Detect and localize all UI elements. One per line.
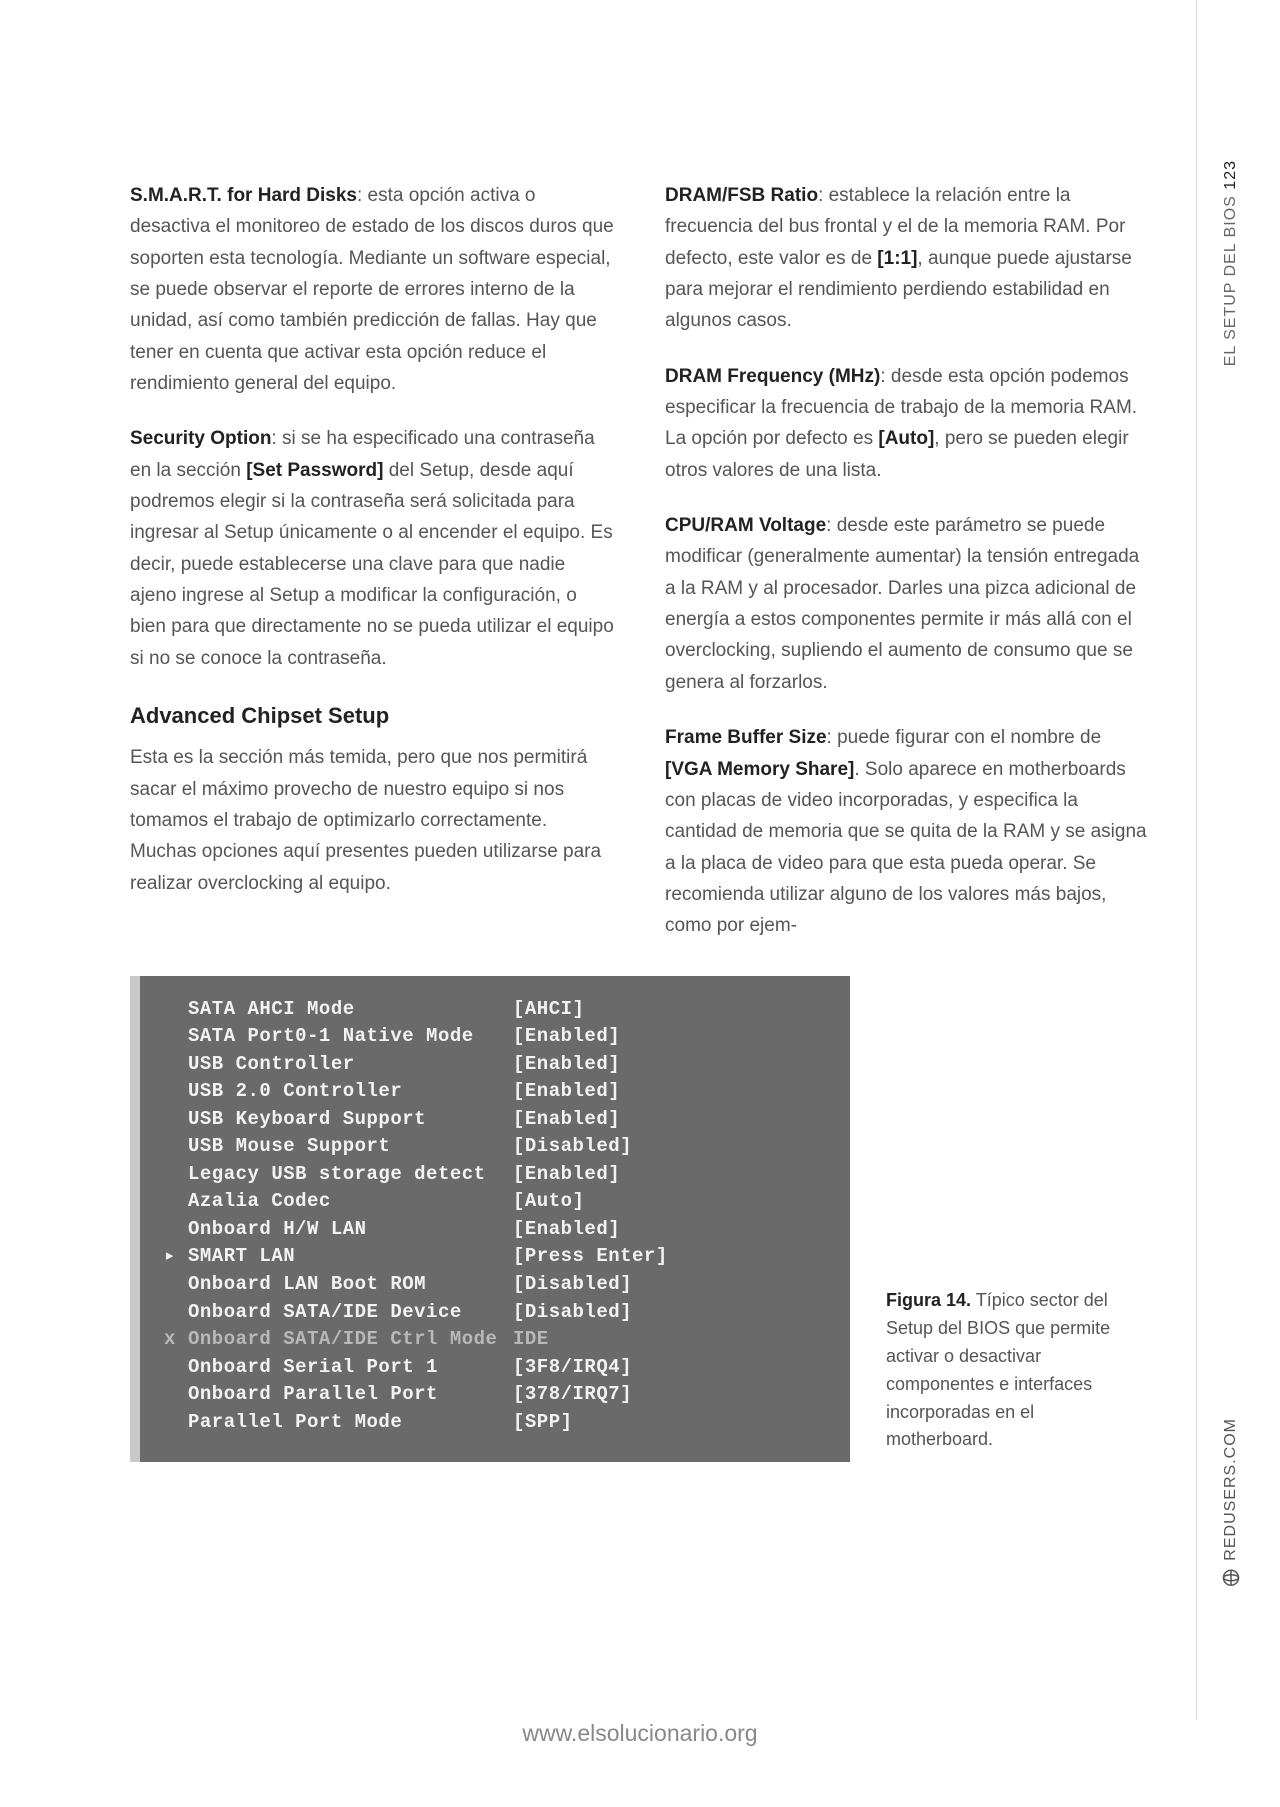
- globe-icon: [1222, 1569, 1240, 1587]
- text-cpu-ram-voltage: : desde este parámetro se puede modifica…: [665, 515, 1139, 693]
- term-smart: S.M.A.R.T. for Hard Disks: [130, 185, 357, 206]
- para-security: Security Option: si se ha especificado u…: [130, 423, 615, 674]
- page-content: S.M.A.R.T. for Hard Disks: esta opción a…: [0, 0, 1280, 1522]
- bios-label: Parallel Port Mode: [188, 1409, 513, 1437]
- bios-label: Onboard SATA/IDE Device: [188, 1299, 513, 1327]
- bios-row: xOnboard SATA/IDE Ctrl ModeIDE: [164, 1326, 826, 1354]
- bios-row: SATA Port0-1 Native Mode[Enabled]: [164, 1023, 826, 1051]
- text-security-b: del Setup, desde aquí podremos elegir si…: [130, 460, 614, 669]
- bios-label: Legacy USB storage detect: [188, 1161, 513, 1189]
- body-columns: S.M.A.R.T. for Hard Disks: esta opción a…: [130, 180, 1150, 942]
- bios-row: USB Mouse Support[Disabled]: [164, 1133, 826, 1161]
- bios-row: Onboard H/W LAN[Enabled]: [164, 1216, 826, 1244]
- bios-value: [Disabled]: [513, 1271, 632, 1299]
- bios-marker: [164, 1133, 188, 1161]
- bios-value: IDE: [513, 1326, 549, 1354]
- bios-row: Azalia Codec[Auto]: [164, 1188, 826, 1216]
- bios-marker: [164, 1216, 188, 1244]
- para-cpu-ram-voltage: CPU/RAM Voltage: desde este parámetro se…: [665, 510, 1150, 698]
- bios-marker: ▸: [164, 1243, 188, 1271]
- bios-marker: [164, 1354, 188, 1382]
- para-advanced-chipset: Esta es la sección más temida, pero que …: [130, 742, 615, 899]
- bios-value: [Enabled]: [513, 1106, 620, 1134]
- bios-marker: [164, 1299, 188, 1327]
- term-cpu-ram-voltage: CPU/RAM Voltage: [665, 515, 826, 536]
- bios-marker: [164, 1051, 188, 1079]
- bios-marker: [164, 1106, 188, 1134]
- figure-label: Figura 14.: [886, 1290, 971, 1310]
- bios-row: Onboard Serial Port 1[3F8/IRQ4]: [164, 1354, 826, 1382]
- term-dram-freq: DRAM Frequency (MHz): [665, 366, 880, 387]
- bios-value: [SPP]: [513, 1409, 573, 1437]
- bios-label: Onboard SATA/IDE Ctrl Mode: [188, 1326, 513, 1354]
- text-frame-buffer-b: . Solo aparece en motherboards con placa…: [665, 759, 1147, 937]
- bios-value: [Auto]: [513, 1188, 584, 1216]
- bios-row: Onboard Parallel Port[378/IRQ7]: [164, 1381, 826, 1409]
- bold-vga-memory-share: [VGA Memory Share]: [665, 759, 854, 780]
- bios-value: [3F8/IRQ4]: [513, 1354, 632, 1382]
- bios-label: USB 2.0 Controller: [188, 1078, 513, 1106]
- bios-row: USB 2.0 Controller[Enabled]: [164, 1078, 826, 1106]
- bios-value: [AHCI]: [513, 996, 584, 1024]
- bios-label: USB Mouse Support: [188, 1133, 513, 1161]
- bios-label: SATA AHCI Mode: [188, 996, 513, 1024]
- para-frame-buffer: Frame Buffer Size: puede figurar con el …: [665, 722, 1150, 941]
- bios-label: Onboard H/W LAN: [188, 1216, 513, 1244]
- bold-set-password: [Set Password]: [246, 460, 383, 481]
- bios-row: Onboard LAN Boot ROM[Disabled]: [164, 1271, 826, 1299]
- right-column: DRAM/FSB Ratio: establece la relación en…: [665, 180, 1150, 942]
- bios-value: [Enabled]: [513, 1161, 620, 1189]
- bios-marker: [164, 1409, 188, 1437]
- text-smart: : esta opción activa o desactiva el moni…: [130, 185, 614, 394]
- para-dram-freq: DRAM Frequency (MHz): desde esta opción …: [665, 361, 1150, 486]
- bios-marker: [164, 1188, 188, 1216]
- term-frame-buffer: Frame Buffer Size: [665, 727, 827, 748]
- bios-screenshot: SATA AHCI Mode[AHCI]SATA Port0-1 Native …: [130, 976, 850, 1463]
- bios-value: [Enabled]: [513, 1216, 620, 1244]
- bios-value: [Press Enter]: [513, 1243, 668, 1271]
- figure-14-block: SATA AHCI Mode[AHCI]SATA Port0-1 Native …: [130, 976, 1150, 1463]
- bios-marker: x: [164, 1326, 188, 1354]
- term-dram-fsb: DRAM/FSB Ratio: [665, 185, 818, 206]
- bios-marker: [164, 1381, 188, 1409]
- bios-value: [Disabled]: [513, 1299, 632, 1327]
- bios-row: Legacy USB storage detect[Enabled]: [164, 1161, 826, 1189]
- bios-value: [Disabled]: [513, 1133, 632, 1161]
- para-dram-fsb: DRAM/FSB Ratio: establece la relación en…: [665, 180, 1150, 337]
- bios-label: Onboard Serial Port 1: [188, 1354, 513, 1382]
- bios-value: [378/IRQ7]: [513, 1381, 632, 1409]
- bios-marker: [164, 1023, 188, 1051]
- bios-row: SATA AHCI Mode[AHCI]: [164, 996, 826, 1024]
- bios-marker: [164, 1078, 188, 1106]
- left-column: S.M.A.R.T. for Hard Disks: esta opción a…: [130, 180, 615, 942]
- bios-row: Onboard SATA/IDE Device[Disabled]: [164, 1299, 826, 1327]
- bios-row: ▸SMART LAN[Press Enter]: [164, 1243, 826, 1271]
- bios-value: [Enabled]: [513, 1078, 620, 1106]
- bold-auto: [Auto]: [878, 428, 934, 449]
- term-security: Security Option: [130, 428, 271, 449]
- bios-row: Parallel Port Mode[SPP]: [164, 1409, 826, 1437]
- bios-label: Azalia Codec: [188, 1188, 513, 1216]
- para-smart: S.M.A.R.T. for Hard Disks: esta opción a…: [130, 180, 615, 399]
- bios-value: [Enabled]: [513, 1023, 620, 1051]
- bios-marker: [164, 1161, 188, 1189]
- bios-marker: [164, 996, 188, 1024]
- text-frame-buffer-a: : puede figurar con el nombre de: [827, 727, 1102, 748]
- footer-url: www.elsolucionario.org: [0, 1720, 1280, 1747]
- bios-marker: [164, 1271, 188, 1299]
- bold-11: [1:1]: [877, 248, 917, 269]
- bios-row: USB Keyboard Support[Enabled]: [164, 1106, 826, 1134]
- subhead-advanced-chipset: Advanced Chipset Setup: [130, 698, 615, 734]
- figure-14-caption: Figura 14. Típico sector del Setup del B…: [886, 1287, 1136, 1462]
- bios-label: USB Controller: [188, 1051, 513, 1079]
- bios-label: Onboard LAN Boot ROM: [188, 1271, 513, 1299]
- bios-value: [Enabled]: [513, 1051, 620, 1079]
- figure-text: Típico sector del Setup del BIOS que per…: [886, 1290, 1110, 1449]
- bios-label: SATA Port0-1 Native Mode: [188, 1023, 513, 1051]
- bios-label: Onboard Parallel Port: [188, 1381, 513, 1409]
- bios-row: USB Controller[Enabled]: [164, 1051, 826, 1079]
- bios-label: SMART LAN: [188, 1243, 513, 1271]
- bios-label: USB Keyboard Support: [188, 1106, 513, 1134]
